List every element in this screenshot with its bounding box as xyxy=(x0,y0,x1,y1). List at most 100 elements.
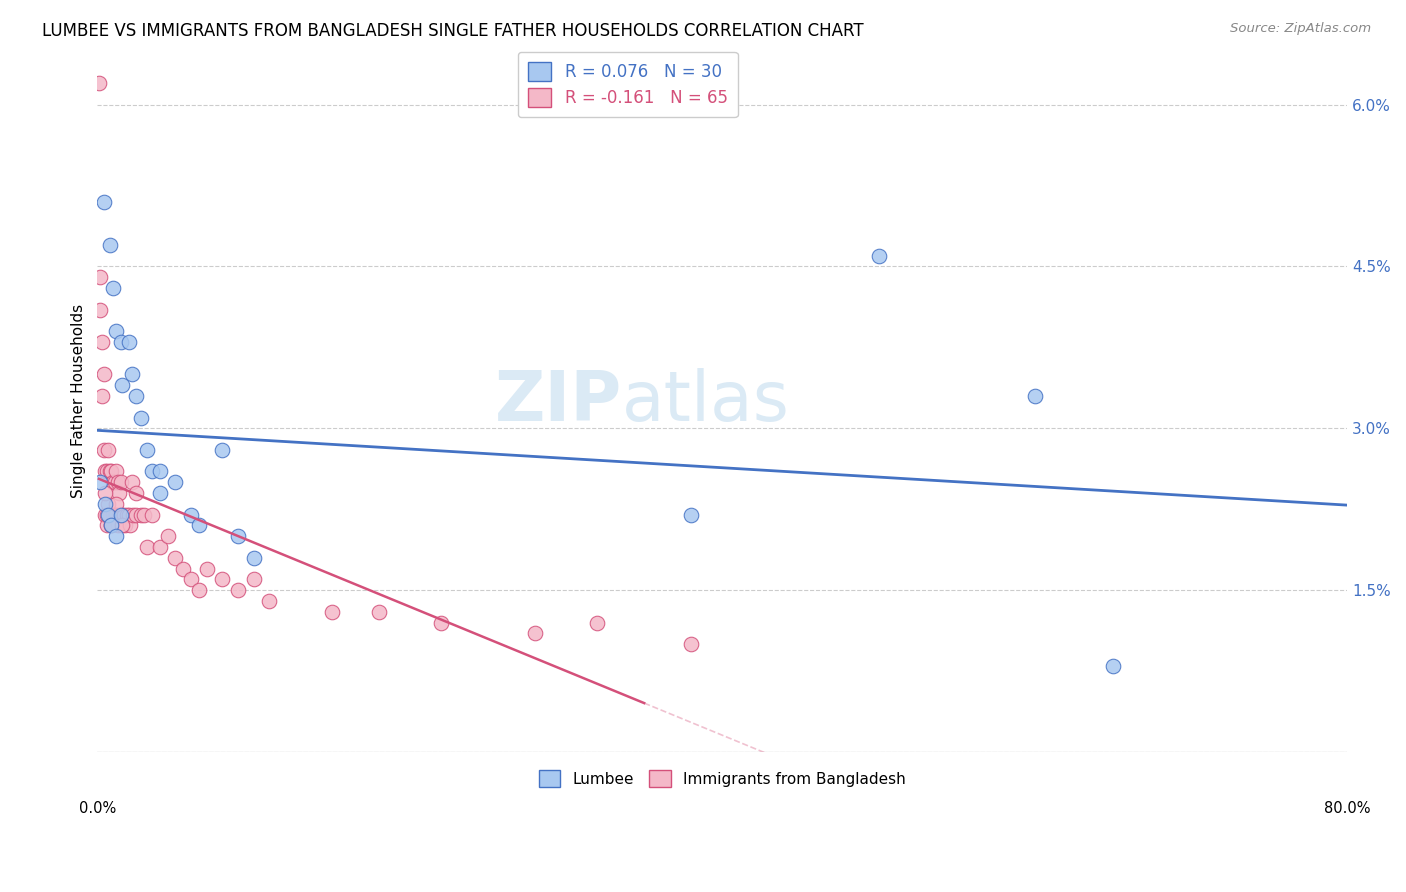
Point xyxy=(112,508,135,522)
Point xyxy=(211,442,233,457)
Point xyxy=(98,508,121,522)
Point xyxy=(93,368,115,382)
Point xyxy=(93,442,115,457)
Point xyxy=(111,508,134,522)
Point xyxy=(120,518,142,533)
Point xyxy=(141,508,163,522)
Point xyxy=(117,508,139,522)
Point xyxy=(125,389,148,403)
Point xyxy=(430,615,453,630)
Point xyxy=(110,508,132,522)
Point xyxy=(94,486,117,500)
Point xyxy=(681,637,703,651)
Point xyxy=(117,334,139,349)
Point xyxy=(98,465,121,479)
Text: ZIP: ZIP xyxy=(495,368,623,434)
Point xyxy=(122,508,145,522)
Y-axis label: Single Father Households: Single Father Households xyxy=(72,304,86,499)
Point xyxy=(110,508,132,522)
Point xyxy=(165,550,187,565)
Point xyxy=(523,626,546,640)
Point xyxy=(108,486,131,500)
Point xyxy=(105,508,128,522)
Point xyxy=(586,615,609,630)
Point xyxy=(134,508,156,522)
Point xyxy=(172,561,194,575)
Point xyxy=(91,389,114,403)
Point xyxy=(110,475,132,490)
Point xyxy=(321,605,343,619)
Legend: Lumbee, Immigrants from Bangladesh: Lumbee, Immigrants from Bangladesh xyxy=(533,764,912,794)
Point xyxy=(115,508,138,522)
Point xyxy=(107,475,129,490)
Point xyxy=(211,573,233,587)
Point xyxy=(1024,389,1046,403)
Point xyxy=(98,238,121,252)
Point xyxy=(103,475,125,490)
Point xyxy=(101,475,124,490)
Point xyxy=(125,508,148,522)
Point xyxy=(96,508,118,522)
Point xyxy=(149,540,172,554)
Point xyxy=(94,508,117,522)
Point xyxy=(100,465,122,479)
Point xyxy=(97,442,120,457)
Point xyxy=(242,550,264,565)
Point xyxy=(165,475,187,490)
Point xyxy=(114,518,136,533)
Point xyxy=(100,518,122,533)
Point xyxy=(141,465,163,479)
Point xyxy=(101,281,124,295)
Point xyxy=(105,324,128,338)
Point xyxy=(156,529,179,543)
Point xyxy=(93,194,115,209)
Text: Source: ZipAtlas.com: Source: ZipAtlas.com xyxy=(1230,22,1371,36)
Text: LUMBEE VS IMMIGRANTS FROM BANGLADESH SINGLE FATHER HOUSEHOLDS CORRELATION CHART: LUMBEE VS IMMIGRANTS FROM BANGLADESH SIN… xyxy=(42,22,863,40)
Point xyxy=(103,508,125,522)
Point xyxy=(105,497,128,511)
Point xyxy=(1102,658,1125,673)
Point xyxy=(129,508,152,522)
Point xyxy=(136,442,159,457)
Point xyxy=(105,465,128,479)
Point xyxy=(89,270,111,285)
Point xyxy=(94,497,117,511)
Point xyxy=(149,465,172,479)
Point xyxy=(97,497,120,511)
Point xyxy=(195,561,218,575)
Point xyxy=(97,508,120,522)
Point xyxy=(110,334,132,349)
Point xyxy=(136,540,159,554)
Text: atlas: atlas xyxy=(623,368,790,434)
Point xyxy=(89,475,111,490)
Point xyxy=(868,249,890,263)
Point xyxy=(108,508,131,522)
Point xyxy=(91,334,114,349)
Point xyxy=(180,573,202,587)
Point xyxy=(105,529,128,543)
Point xyxy=(107,518,129,533)
Text: 80.0%: 80.0% xyxy=(1324,800,1371,815)
Point xyxy=(187,518,209,533)
Point xyxy=(257,594,280,608)
Point xyxy=(121,475,143,490)
Point xyxy=(94,465,117,479)
Point xyxy=(87,76,110,90)
Point xyxy=(226,583,249,598)
Point xyxy=(111,378,134,392)
Point xyxy=(226,529,249,543)
Point xyxy=(149,486,172,500)
Point xyxy=(100,518,122,533)
Point xyxy=(101,508,124,522)
Point xyxy=(100,518,122,533)
Point xyxy=(367,605,389,619)
Point xyxy=(129,410,152,425)
Point xyxy=(111,518,134,533)
Point xyxy=(121,368,143,382)
Point xyxy=(187,583,209,598)
Text: 0.0%: 0.0% xyxy=(79,800,115,815)
Point xyxy=(96,465,118,479)
Point xyxy=(180,508,202,522)
Point xyxy=(96,518,118,533)
Point xyxy=(242,573,264,587)
